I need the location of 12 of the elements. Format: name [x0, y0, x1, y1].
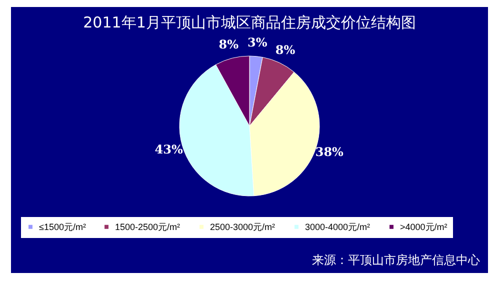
legend-label: 3000-4000元/m² — [305, 222, 370, 232]
legend-label: ≤1500元/m² — [39, 222, 86, 232]
data-label: 43% — [154, 142, 184, 156]
data-label: 38% — [315, 144, 344, 159]
legend-label: >4000元/m² — [400, 222, 448, 232]
data-label: 3% — [248, 35, 268, 50]
source-note: 来源：平顶山市房地产信息中心 — [312, 252, 480, 269]
data-label: 8% — [275, 42, 296, 57]
legend-label: 2500-3000元/m² — [210, 222, 276, 232]
chart-title: 2011年1月平顶山市城区商品住房成交价位结构图 — [83, 13, 416, 32]
legend-label: 1500-2500元/m² — [115, 222, 180, 232]
data-label: 8% — [218, 38, 240, 52]
